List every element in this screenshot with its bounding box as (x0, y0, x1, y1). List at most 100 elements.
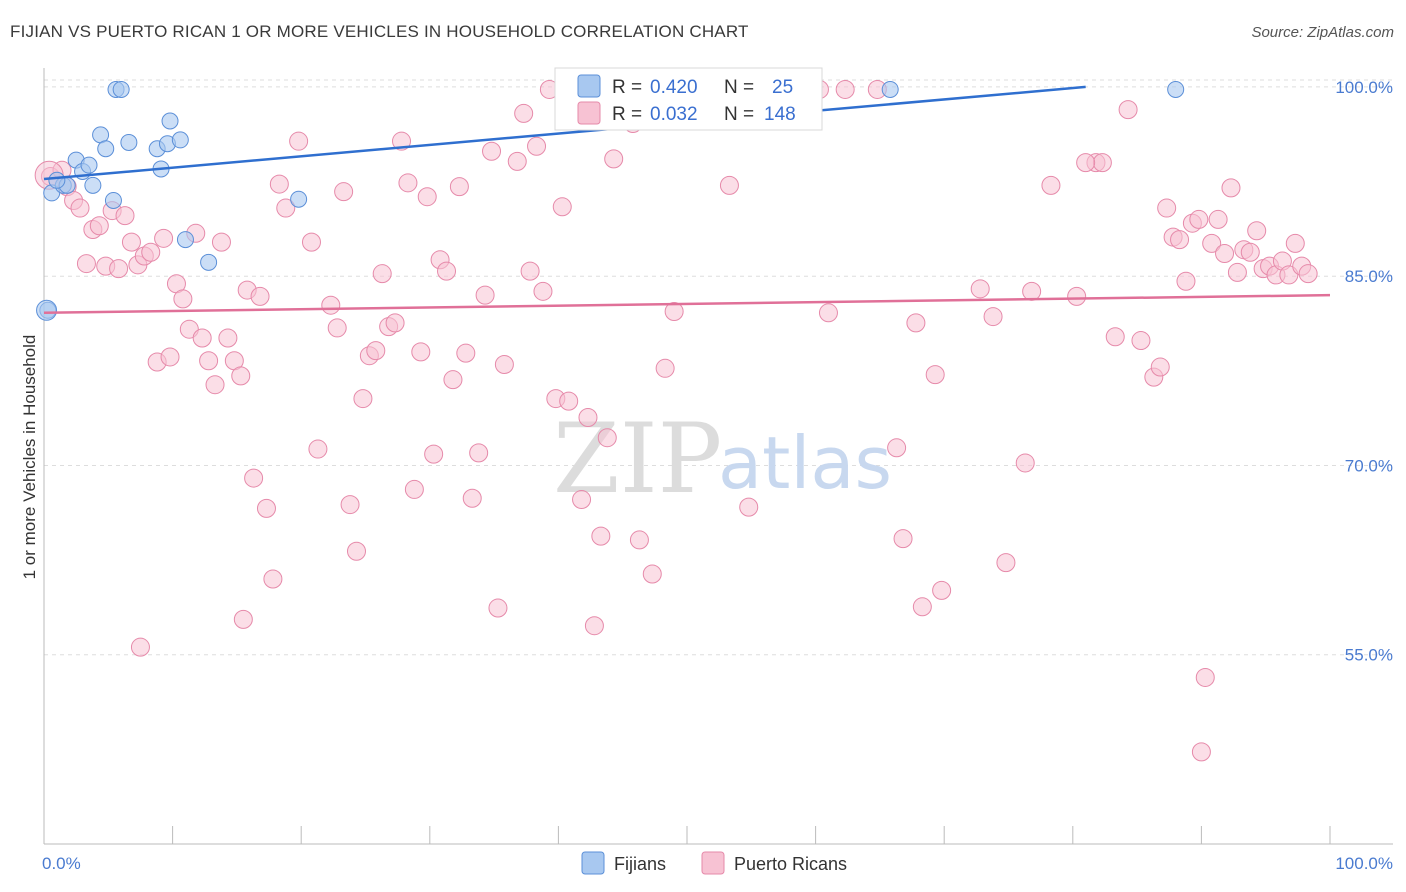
legend-n-label: N = (724, 104, 754, 125)
puerto-rican-point (115, 206, 135, 226)
puerto-rican-point (411, 342, 431, 362)
puerto-rican-point (443, 370, 463, 390)
y-tick-label: 85.0% (1345, 267, 1393, 286)
puerto-rican-point (449, 177, 469, 197)
puerto-rican-point (1170, 230, 1190, 250)
puerto-rican-point (983, 307, 1003, 327)
puerto-rican-point (1240, 242, 1260, 262)
fijian-point (290, 190, 308, 208)
puerto-rican-point (269, 174, 289, 194)
puerto-rican-point (1015, 453, 1035, 473)
puerto-rican-point (89, 216, 109, 236)
puerto-rican-point (437, 261, 457, 281)
puerto-rican-point (925, 365, 945, 385)
puerto-rican-point (424, 444, 444, 464)
puerto-rican-point (719, 175, 739, 195)
legend-n-label: N = (724, 77, 754, 98)
puerto-rican-point (398, 173, 418, 193)
fijian-point (161, 112, 179, 130)
fijian-point (120, 133, 138, 151)
puerto-rican-point (507, 151, 527, 171)
puerto-rican-point (289, 131, 309, 151)
fijian-point (881, 80, 899, 98)
x-tick-label: 100.0% (1335, 854, 1393, 873)
puerto-rican-point (1221, 178, 1241, 198)
puerto-rican-point (1105, 327, 1125, 347)
puerto-rican-point (996, 553, 1016, 573)
puerto-rican-point (321, 295, 341, 315)
puerto-rican-point (211, 232, 231, 252)
puerto-rican-point (346, 541, 366, 561)
puerto-rican-point (263, 569, 283, 589)
puerto-rican-point (572, 490, 592, 510)
puerto-rican-point (664, 302, 684, 322)
puerto-rican-point (199, 351, 219, 371)
bottom-legend-label-puerto-ricans: Puerto Ricans (734, 854, 847, 874)
fijian-point (48, 171, 66, 189)
puerto-ricans-trend-line (43, 293, 1331, 315)
puerto-rican-point (462, 488, 482, 508)
fijian-point (84, 176, 102, 194)
puerto-rican-point (970, 279, 990, 299)
puerto-rican-point (1215, 243, 1235, 263)
puerto-rican-point (591, 526, 611, 546)
puerto-rican-point (109, 259, 129, 279)
puerto-rican-point (514, 103, 534, 123)
fijian-point (36, 299, 58, 321)
puerto-rican-point (340, 495, 360, 515)
puerto-rican-point (1247, 221, 1267, 241)
puerto-rican-point (655, 358, 675, 378)
grid-lines (44, 79, 1393, 656)
puerto-rican-point (392, 131, 412, 151)
puerto-rican-point (218, 328, 238, 348)
puerto-rican-point (70, 198, 90, 218)
puerto-rican-point (231, 366, 251, 386)
puerto-rican-point (906, 313, 926, 333)
puerto-rican-point (233, 609, 253, 629)
y-tick-label: 55.0% (1345, 646, 1393, 665)
puerto-rican-point (334, 182, 354, 202)
puerto-rican-point (1157, 198, 1177, 218)
puerto-rican-point (1202, 233, 1222, 253)
puerto-rican-point (629, 530, 649, 550)
puerto-rican-point (552, 197, 572, 217)
puerto-rican-point (1227, 262, 1247, 282)
puerto-rican-point (527, 136, 547, 156)
puerto-rican-point (192, 328, 212, 348)
puerto-rican-point (256, 498, 276, 518)
puerto-rican-point (417, 187, 437, 207)
puerto-rican-point (739, 497, 759, 517)
puerto-rican-point (533, 281, 553, 301)
fijian-point (97, 140, 115, 158)
y-axis-label: 1 or more Vehicles in Household (20, 335, 39, 580)
puerto-rican-point (912, 597, 932, 617)
puerto-rican-point (1118, 100, 1138, 120)
axes (43, 68, 1393, 845)
puerto-rican-point (835, 79, 855, 99)
puerto-rican-point (604, 149, 624, 169)
bottom-legend-swatch-fijians (581, 851, 605, 875)
fijian-point (104, 191, 122, 209)
legend-n-value: 148 (764, 104, 796, 125)
fijians-trend-line (43, 85, 1086, 181)
puerto-rican-point (482, 141, 502, 161)
puerto-rican-point (932, 580, 952, 600)
puerto-rican-point (1150, 357, 1170, 377)
puerto-rican-point (597, 428, 617, 448)
fijian-point (171, 131, 189, 149)
puerto-rican-point (1176, 271, 1196, 291)
legend-r-label: R = (612, 104, 642, 125)
puerto-rican-point (160, 347, 180, 367)
puerto-rican-point (130, 637, 150, 657)
x-tick-labels: 0.0% 100.0% (42, 854, 1393, 873)
puerto-rican-point (1298, 264, 1318, 284)
legend-swatch-fijians (577, 74, 601, 98)
y-tick-label: 70.0% (1345, 456, 1393, 475)
fijian-point (1167, 80, 1185, 98)
puerto-rican-point (244, 468, 264, 488)
x-tick-label: 0.0% (42, 854, 81, 873)
y-tick-label: 100.0% (1335, 78, 1393, 97)
bottom-legend-swatch-puerto-ricans (701, 851, 725, 875)
puerto-rican-point (385, 313, 405, 333)
